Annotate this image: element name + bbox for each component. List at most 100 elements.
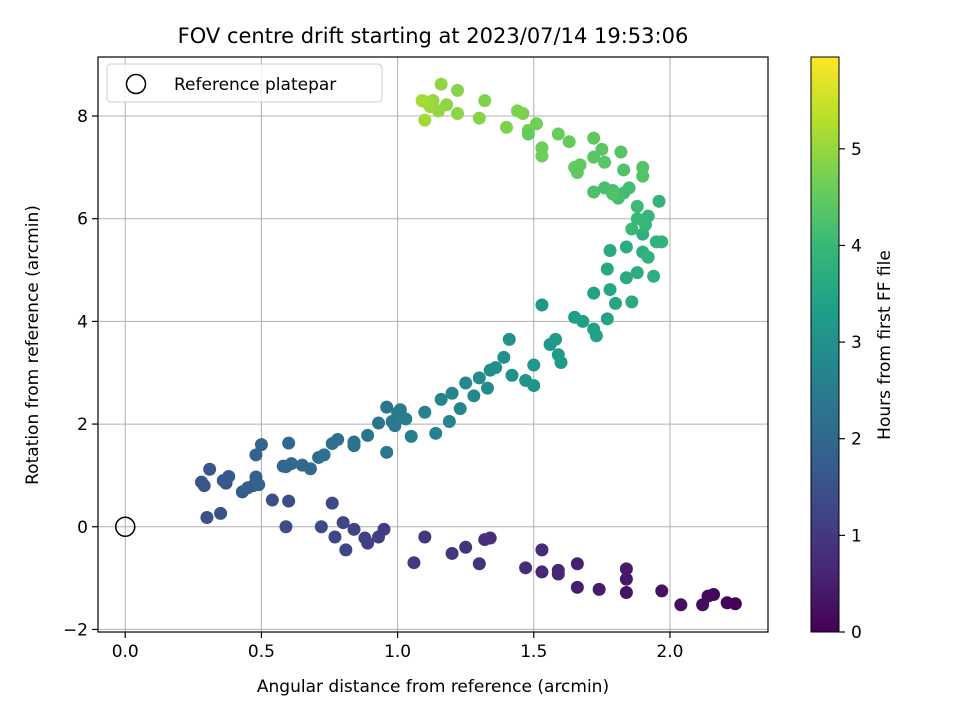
colorbar-ticks: 0 1 2 3 4 5	[839, 140, 862, 643]
data-point	[415, 94, 429, 108]
legend-label-reference: Reference platepar	[174, 75, 336, 95]
data-point	[570, 580, 584, 594]
data-point	[630, 212, 644, 226]
data-point	[459, 540, 473, 554]
colorbar	[810, 56, 840, 633]
y-axis-ticks: −2 0 2 4 6 8	[63, 107, 98, 640]
legend-marker-reference	[125, 73, 147, 95]
data-point	[459, 376, 473, 390]
data-point	[576, 314, 590, 328]
x-axis-label: Angular distance from reference (arcmin)	[257, 677, 609, 697]
data-point	[497, 350, 511, 364]
data-point	[521, 127, 535, 141]
data-point	[641, 250, 655, 264]
data-point	[472, 371, 486, 385]
data-point	[655, 584, 669, 598]
y-tick-label: 2	[77, 415, 88, 435]
data-point	[603, 244, 617, 258]
data-point	[625, 295, 639, 309]
reference-marker-layer	[114, 516, 136, 538]
data-point	[282, 436, 296, 450]
data-point	[347, 435, 361, 449]
data-point	[505, 368, 519, 382]
x-tick-label: 0.5	[248, 642, 275, 662]
data-point	[472, 557, 486, 571]
data-point	[600, 262, 614, 276]
data-point	[200, 511, 214, 525]
data-point	[619, 585, 633, 599]
data-point	[284, 457, 298, 471]
y-tick-label: 4	[77, 312, 88, 332]
data-point	[478, 94, 492, 108]
data-point	[502, 332, 516, 346]
colorbar-tick-label: 4	[851, 236, 862, 256]
data-point	[372, 530, 386, 544]
data-point	[608, 296, 622, 310]
data-point	[696, 598, 710, 612]
data-point	[418, 113, 432, 127]
data-point	[472, 111, 486, 125]
data-point	[399, 412, 413, 426]
data-point	[598, 155, 612, 169]
data-point	[551, 567, 565, 581]
data-point	[380, 445, 394, 459]
data-point	[655, 235, 669, 249]
data-point	[587, 150, 601, 164]
data-point	[336, 516, 350, 530]
data-point	[587, 131, 601, 145]
data-point	[451, 83, 465, 97]
x-tick-label: 1.0	[384, 642, 411, 662]
data-point	[303, 462, 317, 476]
data-point	[372, 416, 386, 430]
data-point	[203, 462, 217, 476]
data-point	[388, 419, 402, 433]
data-point	[265, 493, 279, 507]
data-point	[592, 582, 606, 596]
data-point	[527, 358, 541, 372]
colorbar-tick-label: 3	[851, 333, 862, 353]
data-point	[589, 329, 603, 343]
data-point	[434, 392, 448, 406]
data-point	[222, 469, 236, 483]
data-point	[328, 530, 342, 544]
data-point	[619, 562, 633, 576]
data-point	[214, 506, 228, 520]
chart-title: FOV centre drift starting at 2023/07/14 …	[178, 24, 689, 48]
data-point	[570, 557, 584, 571]
reference-platepar-marker	[114, 516, 136, 538]
data-point	[500, 120, 514, 134]
data-point	[197, 479, 211, 493]
data-point	[617, 163, 631, 177]
data-point	[317, 448, 331, 462]
data-point	[630, 199, 644, 213]
data-point	[587, 286, 601, 300]
legend: Reference platepar	[106, 63, 383, 103]
data-point	[404, 429, 418, 443]
y-axis-label: Rotation from reference (arcmin)	[23, 205, 43, 485]
data-point	[622, 181, 636, 195]
data-point	[418, 530, 432, 544]
y-tick-label: 6	[77, 210, 88, 230]
data-point	[279, 520, 293, 534]
data-point	[480, 381, 494, 395]
data-point	[510, 104, 524, 118]
data-point	[418, 405, 432, 419]
data-point	[314, 520, 328, 534]
data-point	[478, 533, 492, 547]
colorbar-tick-label: 0	[851, 623, 862, 643]
data-point	[625, 222, 639, 236]
plot-frame	[97, 56, 769, 633]
x-tick-label: 2.0	[656, 642, 683, 662]
data-point	[519, 561, 533, 575]
grid-lines	[98, 57, 768, 632]
data-point	[606, 187, 620, 201]
data-point	[600, 312, 614, 326]
data-point	[614, 145, 628, 159]
x-axis-ticks: 0.0 0.5 1.0 1.5 2.0	[112, 632, 683, 662]
colorbar-tick-label: 2	[851, 430, 862, 450]
data-point	[467, 389, 481, 403]
data-point	[254, 438, 268, 452]
data-point	[535, 565, 549, 579]
data-point	[619, 572, 633, 586]
